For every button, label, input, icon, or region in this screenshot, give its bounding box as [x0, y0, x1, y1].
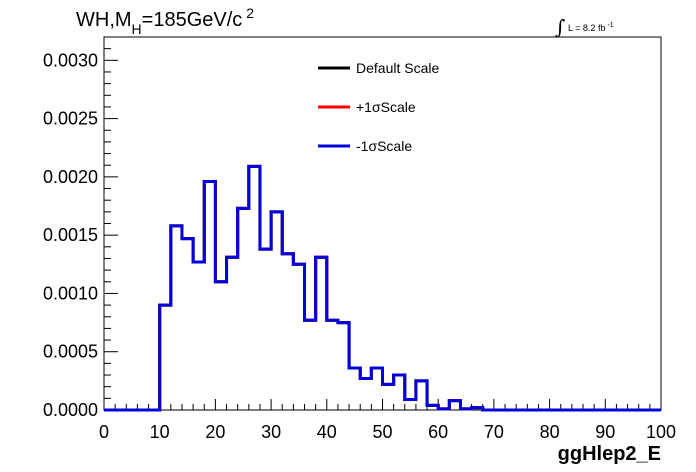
x-tick-label: 50	[372, 422, 392, 442]
chart-title: WH,MH=185GeV/c 2	[76, 5, 254, 37]
y-tick-label: 0.0000	[43, 400, 98, 420]
y-tick-label: 0.0010	[43, 283, 98, 303]
plot-frame	[103, 36, 662, 411]
x-axis-label: ggHlep2_E	[558, 443, 661, 465]
y-tick-label: 0.0030	[43, 50, 98, 70]
luminosity-label: ∫ L = 8.2 fb -1	[555, 15, 614, 39]
legend-label-2: -1σScale	[356, 138, 412, 154]
y-tick-label: 0.0020	[43, 167, 98, 187]
series-line-2	[104, 164, 661, 412]
legend: Default Scale +1σScale -1σScale	[318, 60, 439, 154]
x-tick-label: 20	[205, 422, 225, 442]
x-tick-label: 0	[99, 422, 109, 442]
series-layer	[104, 164, 661, 412]
title-rest: =185GeV/c	[142, 9, 243, 31]
x-tick-label: 90	[595, 422, 615, 442]
x-tick-label: 40	[317, 422, 337, 442]
x-axis: 0 10 20 30 40 50 60 70 80 90 100	[99, 399, 676, 442]
title-main: WH,M	[76, 9, 132, 31]
svg-text:L = 8.2 fb-1: L = 8.2 fb -1	[568, 22, 614, 33]
y-tick-label: 0.0005	[43, 342, 98, 362]
title-subscript: H	[132, 21, 142, 37]
x-tick-label: 100	[646, 422, 676, 442]
integral-symbol: ∫	[555, 15, 565, 39]
x-tick-label: 80	[540, 422, 560, 442]
legend-label-0: Default Scale	[356, 60, 439, 76]
y-tick-label: 0.0015	[43, 225, 98, 245]
title-superscript: 2	[246, 5, 254, 21]
legend-label-1: +1σScale	[356, 99, 416, 115]
lumi-text: L = 8.2 fb	[568, 23, 605, 33]
y-tick-label: 0.0025	[43, 109, 98, 129]
x-tick-label: 30	[261, 422, 281, 442]
x-tick-label: 70	[484, 422, 504, 442]
svg-text:WH,MH=185GeV/c2: WH,MH=185GeV/c 2	[76, 5, 254, 37]
x-tick-label: 60	[428, 422, 448, 442]
lumi-superscript: -1	[607, 22, 613, 29]
x-tick-label: 10	[150, 422, 170, 442]
y-axis: 0.0000 0.0005 0.0010 0.0015 0.0020 0.0025 0.00…	[43, 36, 118, 420]
